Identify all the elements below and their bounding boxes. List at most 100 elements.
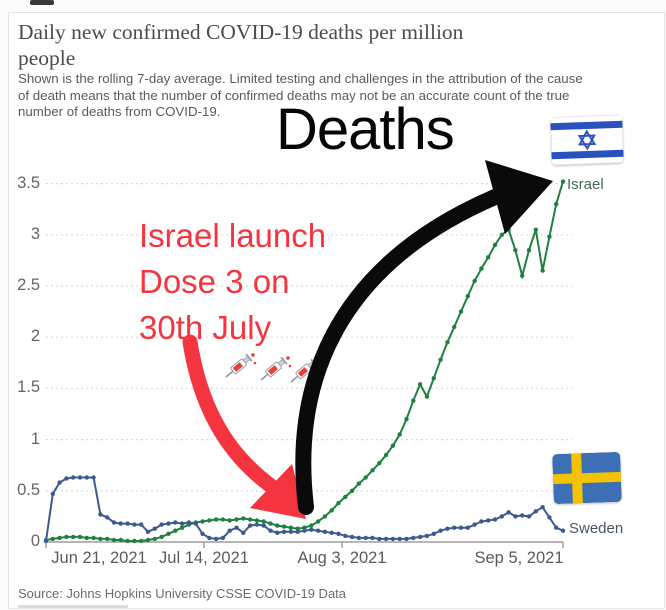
data-point (261, 519, 266, 524)
data-point (288, 529, 294, 534)
data-point (207, 535, 212, 541)
y-axis-tick-label: 2.5 (17, 276, 40, 294)
data-point (125, 521, 130, 526)
data-point (472, 522, 477, 527)
data-point (336, 531, 341, 536)
data-point (207, 518, 212, 523)
data-point (343, 533, 348, 539)
data-point (275, 530, 280, 535)
data-point (356, 481, 362, 486)
data-point (105, 515, 110, 520)
data-point (445, 526, 450, 531)
data-point (173, 528, 178, 533)
cropped-text-remnant (18, 605, 128, 608)
red-arrow (182, 334, 306, 519)
data-point (275, 523, 280, 528)
data-point (295, 529, 300, 534)
data-point (77, 534, 83, 540)
data-point (193, 521, 198, 526)
data-point (247, 523, 253, 528)
data-point (139, 538, 144, 544)
sweden-series-label: Sweden (569, 520, 624, 537)
deaths-annotation: Deaths (276, 97, 455, 162)
series-sweden (43, 475, 566, 544)
data-point (315, 519, 321, 524)
data-point (554, 525, 559, 530)
data-point (268, 528, 273, 533)
data-point (98, 536, 103, 542)
data-point (492, 517, 498, 522)
data-point (547, 234, 552, 239)
data-point (452, 525, 457, 530)
data-point (452, 324, 457, 330)
data-point (513, 248, 518, 253)
black-arrow (295, 160, 553, 515)
data-point (261, 523, 266, 528)
data-point (213, 536, 219, 542)
data-point (159, 534, 164, 540)
chart-subtitle: Shown is the rolling 7-day average. Limi… (18, 71, 638, 121)
data-point (486, 518, 491, 523)
data-point (125, 538, 130, 544)
data-point (281, 524, 287, 529)
data-point (98, 512, 103, 517)
data-point (431, 531, 436, 536)
data-point (118, 537, 124, 543)
data-point (322, 529, 328, 534)
screen-artifact (30, 0, 54, 5)
data-point (288, 525, 294, 530)
data-point (560, 528, 566, 533)
syringe-icon (225, 353, 253, 378)
subtitle-line: Shown is the rolling 7-day average. Limi… (18, 71, 583, 86)
data-point (295, 526, 300, 531)
data-point (302, 528, 307, 533)
data-point (254, 518, 260, 523)
data-point (111, 520, 117, 525)
x-axis-tick-label: Jun 21, 2021 (51, 549, 147, 567)
syringe-icon (260, 356, 288, 381)
data-point (91, 475, 96, 480)
data-point (499, 232, 504, 237)
data-point (309, 523, 314, 528)
data-point (363, 535, 368, 541)
data-point (486, 255, 491, 260)
y-axis-tick-label: 3.5 (17, 173, 40, 192)
data-point (397, 536, 402, 542)
dose3-annotation-line: 30th July (139, 309, 272, 346)
sweden-flag-icon (552, 451, 622, 505)
y-axis-tick-label: 0 (30, 532, 40, 550)
data-point (84, 535, 90, 541)
israel-series-label: Israel (567, 176, 604, 193)
data-point (179, 525, 185, 530)
blood-drop-icon (251, 353, 255, 357)
source-note: Source: Johns Hopkins University CSSE CO… (18, 586, 347, 601)
page-title-line1: Daily new confirmed COVID-19 deaths per … (18, 20, 464, 44)
data-point (424, 394, 430, 399)
data-point (540, 268, 545, 273)
data-point (152, 536, 157, 542)
data-point (520, 273, 525, 278)
data-point (234, 517, 239, 522)
y-axis-tick-label: 2 (30, 327, 40, 346)
data-point (43, 538, 49, 544)
data-point (377, 461, 382, 466)
data-point (152, 526, 157, 531)
data-point (50, 491, 55, 497)
data-point (499, 514, 504, 519)
data-point (132, 538, 137, 544)
data-point (166, 521, 171, 526)
data-point (506, 510, 511, 515)
data-point (363, 475, 368, 480)
data-point (281, 529, 287, 534)
data-point (220, 517, 226, 522)
data-point (458, 525, 464, 530)
data-point (247, 517, 253, 522)
data-point (329, 530, 334, 535)
dose3-annotation-line: Israel launch (139, 217, 327, 254)
page-title: Daily new confirmed COVID-19 deaths per … (18, 19, 578, 71)
data-point (411, 535, 416, 541)
data-point (411, 398, 416, 403)
data-point (336, 500, 341, 506)
data-point (145, 529, 151, 534)
